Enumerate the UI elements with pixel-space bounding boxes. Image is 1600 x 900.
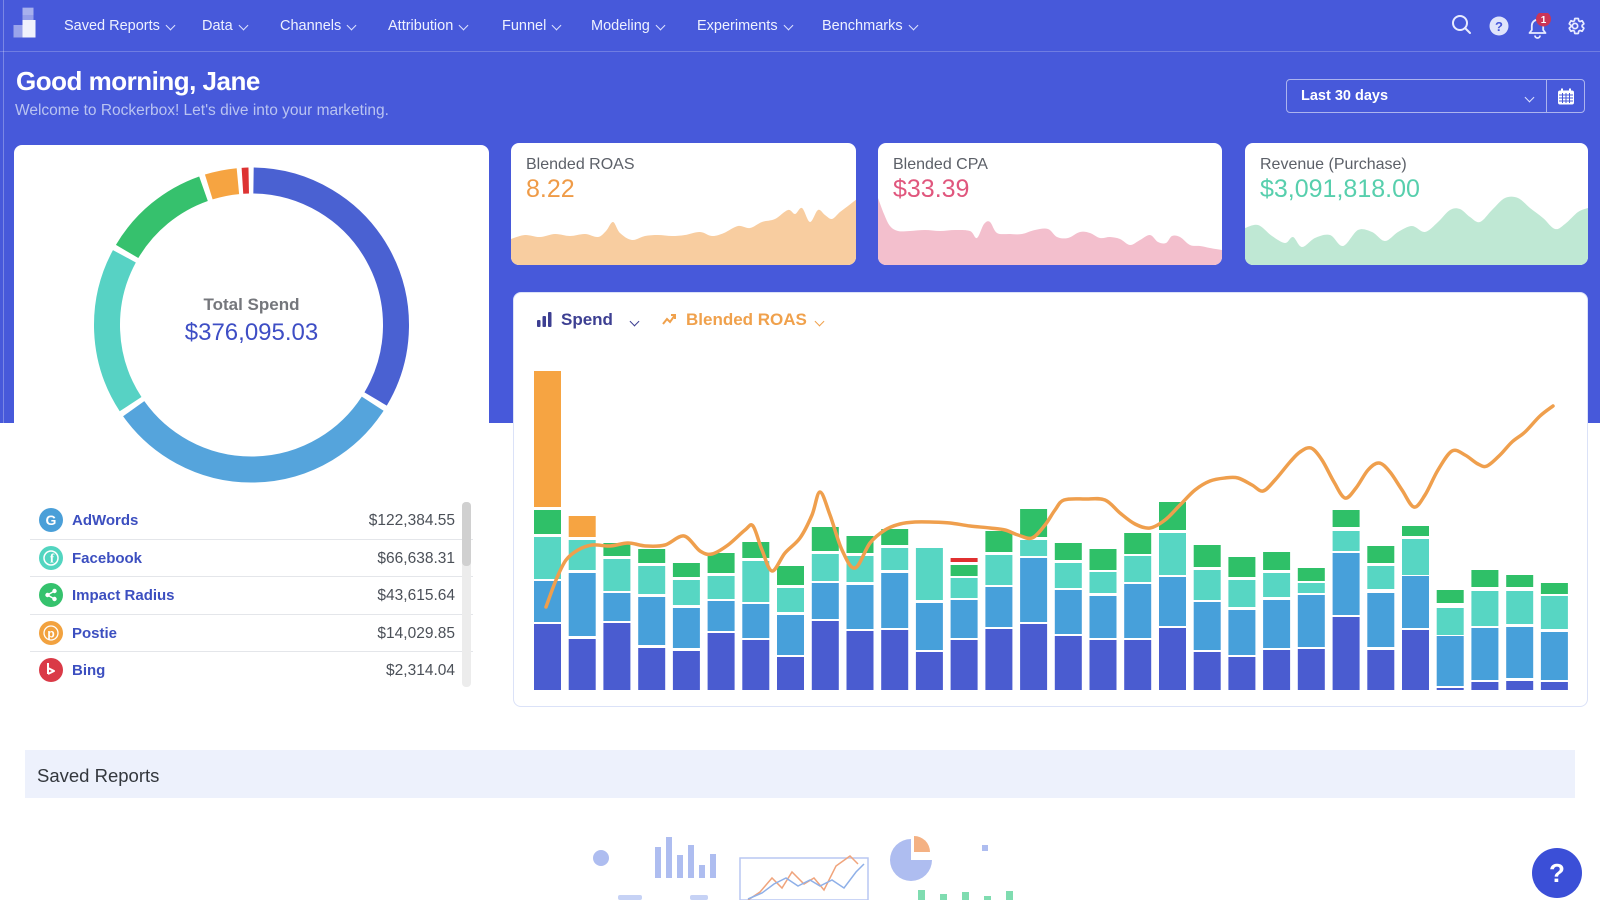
svg-text:1: 1 [1541,15,1547,26]
svg-text:G: G [46,512,57,528]
svg-text:?: ? [1495,19,1503,34]
svg-text:p: p [47,626,54,640]
svg-text:f: f [50,550,55,565]
